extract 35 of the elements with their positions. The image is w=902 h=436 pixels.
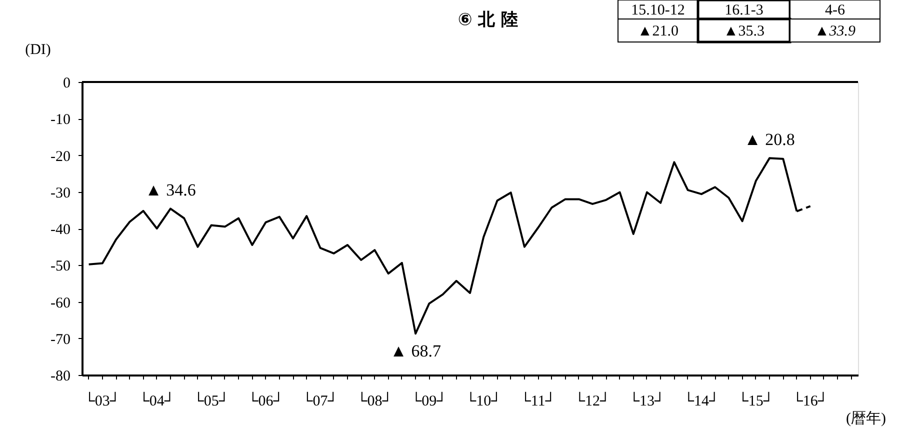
y-tick-label: -70 <box>50 332 70 348</box>
x-tick-label: └16┘ <box>792 392 828 410</box>
text: 15.10-12 <box>631 2 685 18</box>
x-tick-label: └08┘ <box>356 392 393 410</box>
y-axis-title: (DI) <box>25 42 51 58</box>
y-tick-label: -30 <box>50 185 70 202</box>
chart-title: ⑥ 北 陸 <box>458 10 518 30</box>
y-tick-label: -20 <box>50 148 70 165</box>
y-tick-label: -60 <box>50 295 70 312</box>
x-tick-label: └12┘ <box>574 392 611 410</box>
x-tick-label: └07┘ <box>302 392 338 410</box>
x-tick-label: └04┘ <box>138 392 176 410</box>
text: ▲33.9 <box>814 24 856 40</box>
y-tick-label: -50 <box>50 258 70 275</box>
text: 4-6 <box>825 2 846 18</box>
x-tick-label: └09┘ <box>411 392 448 410</box>
y-tick-label: -10 <box>50 112 70 128</box>
x-tick-label: └13┘ <box>628 392 666 410</box>
x-tick-label: └15┘ <box>738 392 774 410</box>
annotation: ▲ 20.8 <box>744 130 795 150</box>
x-tick-label: └05┘ <box>193 392 230 410</box>
annotation: ▲ 68.7 <box>390 342 442 361</box>
y-tick-label: -80 <box>50 368 70 384</box>
x-tick-label: └06┘ <box>248 392 284 410</box>
annotation: ▲ 34.6 <box>145 180 196 200</box>
x-axis-title: (暦年) <box>846 410 886 427</box>
x-tick-label: └11┘ <box>520 392 556 410</box>
x-tick-label: └14┘ <box>683 392 720 410</box>
text: 16.1-3 <box>724 2 764 18</box>
x-tick-label: └10┘ <box>465 392 502 410</box>
text: ▲21.0 <box>637 24 679 40</box>
x-tick-label: └03┘ <box>84 392 121 410</box>
y-tick-label: 0 <box>63 76 70 92</box>
text: ▲35.3 <box>723 24 765 40</box>
y-tick-label: -40 <box>50 222 70 238</box>
